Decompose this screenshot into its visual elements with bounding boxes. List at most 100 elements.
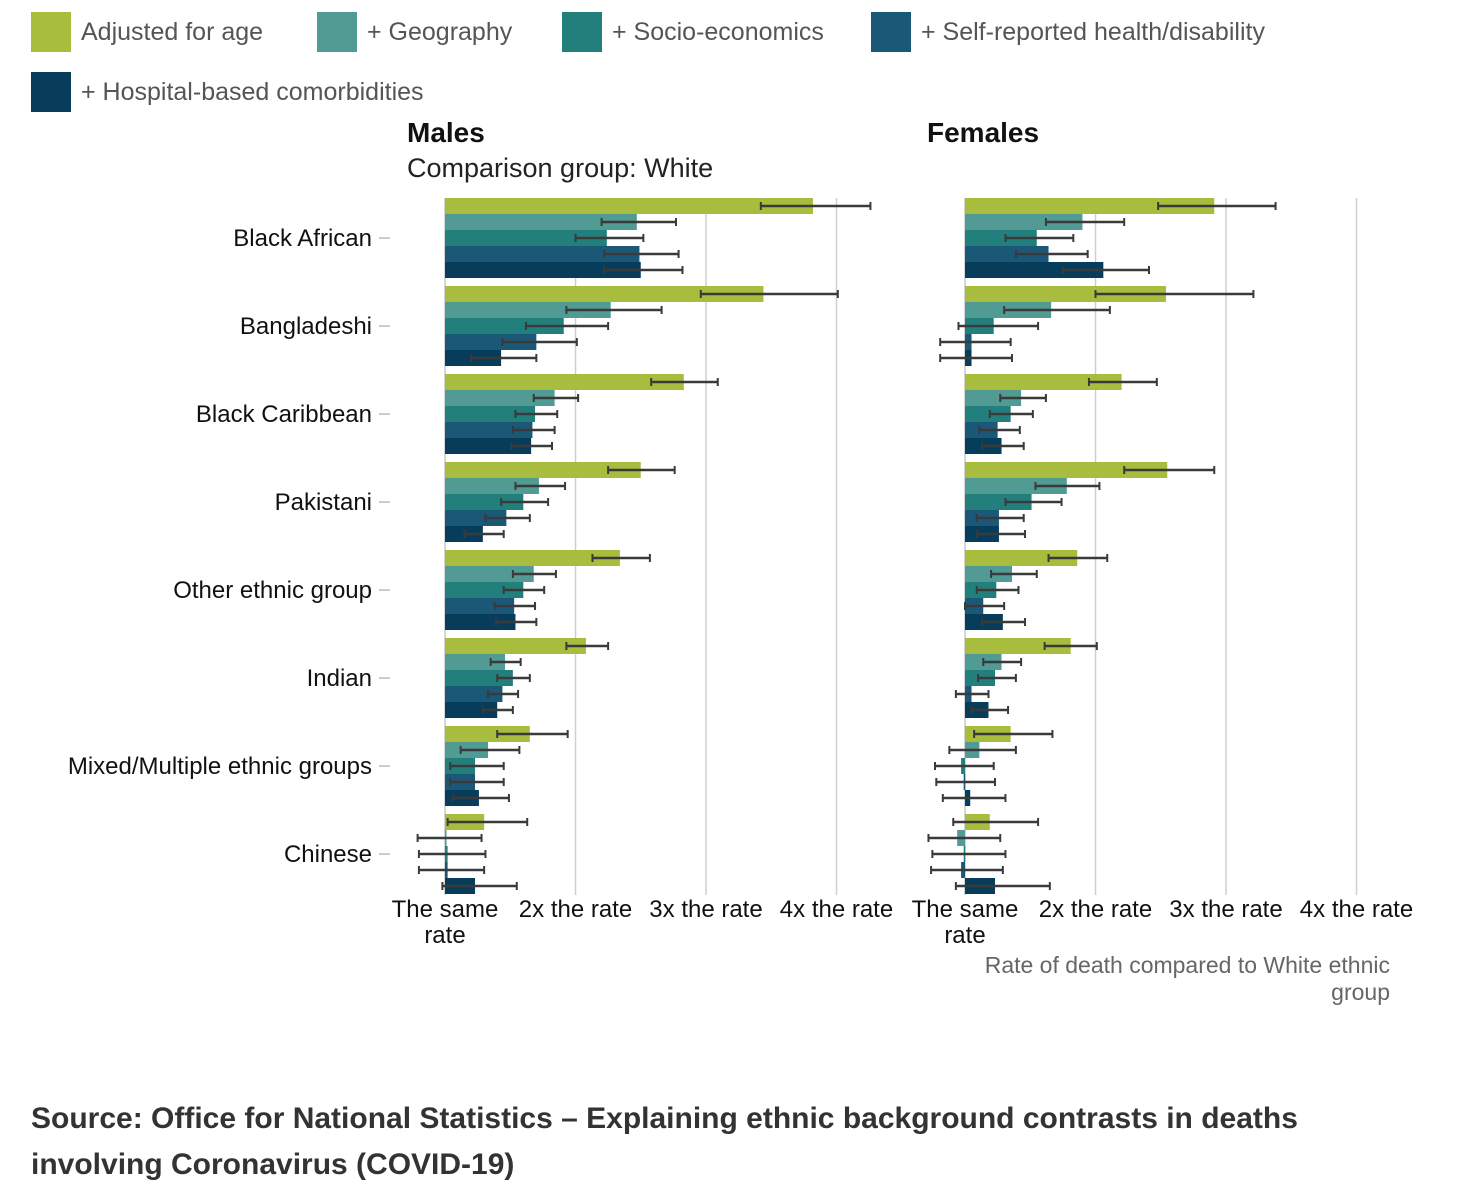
bar (965, 246, 1049, 262)
error-bar (939, 354, 1013, 362)
error-bar (975, 514, 1025, 522)
bar (445, 726, 530, 742)
error-bar (1061, 266, 1151, 274)
error-bar (650, 378, 719, 386)
error-bar (463, 530, 505, 538)
error-bar (973, 730, 1054, 738)
error-bar (988, 410, 1034, 418)
category-label: Pakistani (275, 489, 372, 516)
x-tick-label: 4x the rate (780, 896, 893, 923)
bar (965, 566, 1012, 582)
bar (445, 598, 515, 614)
error-bar (1043, 642, 1098, 650)
error-bar (565, 642, 610, 650)
error-bar (952, 818, 1040, 826)
category-label: Indian (307, 665, 372, 692)
bar (965, 494, 1032, 510)
bar (445, 286, 764, 302)
legend-swatch-health-disability (871, 12, 911, 52)
bar (445, 302, 611, 318)
error-bar (441, 882, 518, 890)
error-bar (954, 882, 1051, 890)
error-bar (980, 442, 1025, 450)
category-label: Black African (233, 225, 372, 252)
category-label: Other ethnic group (173, 577, 372, 604)
error-bar (532, 394, 580, 402)
bar (445, 462, 641, 478)
error-bar (600, 218, 677, 226)
bar (445, 438, 532, 454)
error-bar (977, 674, 1017, 682)
bar (445, 214, 637, 230)
legend-label-health-disability: + Self-reported health/disability (921, 17, 1265, 46)
bar (965, 390, 1022, 406)
error-bar (500, 498, 550, 506)
error-bar (501, 338, 578, 346)
bar (965, 478, 1067, 494)
error-bar (933, 762, 995, 770)
error-bar (759, 202, 872, 210)
error-bar (417, 866, 486, 874)
bar (445, 422, 533, 438)
error-bar (990, 570, 1038, 578)
error-bar (939, 338, 1012, 346)
legend-label-socio-economics: + Socio-economics (612, 17, 824, 46)
error-bar (978, 426, 1021, 434)
error-bar (607, 466, 676, 474)
x-tick-label: 2x the rate (519, 896, 632, 923)
error-bar (591, 554, 651, 562)
error-bar (416, 834, 483, 842)
legend-label-geography: + Geography (367, 17, 513, 46)
bar (965, 406, 1011, 422)
legend-item-socio-economics: + Socio-economics (562, 12, 824, 52)
error-bar (970, 706, 1010, 714)
error-bar (935, 778, 997, 786)
bar (445, 566, 534, 582)
x-tick-label: The same rate (392, 896, 499, 949)
bar (445, 614, 516, 630)
bar (445, 550, 620, 566)
bar (445, 390, 555, 406)
legend-swatch-age (31, 12, 71, 52)
error-bar (1157, 202, 1277, 210)
panel-title-females: Females (927, 117, 1039, 148)
error-bar (502, 586, 546, 594)
panel-title-males: Males (407, 117, 485, 148)
x-axis-title: Rate of death compared to White ethnic gr… (985, 952, 1390, 1005)
legend-swatch-socio-economics (562, 12, 602, 52)
error-bars (416, 202, 1277, 890)
bar (445, 198, 814, 214)
bar (965, 262, 1104, 278)
legend-item-age: Adjusted for age (31, 12, 263, 52)
error-bar (514, 410, 559, 418)
error-bar (930, 866, 1004, 874)
error-bar (493, 602, 537, 610)
error-bar (510, 442, 554, 450)
legend-item-health-disability: + Self-reported health/disability (871, 12, 1265, 52)
error-bar (524, 322, 610, 330)
error-bar (449, 762, 505, 770)
x-tick-label: 2x the rate (1039, 896, 1152, 923)
error-bar (1123, 466, 1216, 474)
error-bar (496, 730, 569, 738)
error-bar (948, 746, 1017, 754)
error-bar (565, 306, 663, 314)
error-bar (603, 266, 684, 274)
bar (445, 334, 537, 350)
x-tick-label: 4x the rate (1300, 896, 1413, 923)
bar (965, 286, 1166, 302)
error-bar (931, 850, 1007, 858)
x-tick-label: The same rate (912, 896, 1019, 949)
error-bar (489, 658, 522, 666)
source-caption: Source: Office for National Statistics –… (31, 1102, 1298, 1181)
error-bar (975, 586, 1020, 594)
error-bar (484, 514, 531, 522)
error-bar (511, 426, 556, 434)
error-bar (1003, 306, 1111, 314)
chart: Males Comparison group: White Females Th… (68, 117, 1413, 1005)
error-bar (496, 674, 531, 682)
error-bar (964, 602, 1006, 610)
bar (445, 670, 513, 686)
bar (965, 374, 1122, 390)
bar (445, 638, 586, 654)
